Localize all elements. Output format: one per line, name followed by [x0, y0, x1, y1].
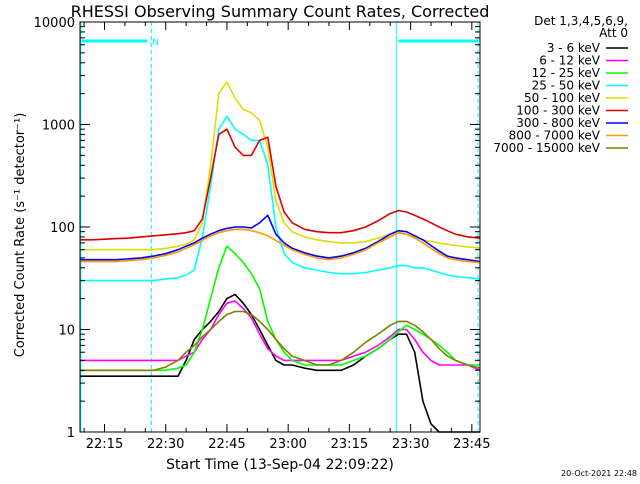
legend-label: 6 - 12 keV	[539, 54, 601, 68]
x-axis-label: Start Time (13-Sep-04 22:09:22)	[166, 457, 394, 473]
y-tick-label: 1000	[42, 119, 75, 134]
y-tick-label: 1	[67, 426, 75, 441]
series-line	[80, 310, 481, 372]
legend-label: 50 - 100 keV	[524, 91, 601, 105]
legend-header-line: Det 1,3,4,5,6,9,	[534, 14, 628, 28]
legend-label: 25 - 50 keV	[532, 79, 601, 93]
night-marker-label: N	[152, 38, 159, 48]
series-line	[80, 115, 481, 282]
series-line	[80, 228, 481, 264]
x-tick-label: 23:00	[269, 437, 306, 452]
legend-header-line: Att 0	[599, 26, 628, 40]
x-tick-label: 23:30	[392, 437, 429, 452]
legend-label: 100 - 300 keV	[516, 104, 600, 118]
y-tick-label: 10000	[34, 16, 75, 31]
series-line	[80, 245, 480, 372]
legend-label: 7000 - 15000 keV	[493, 141, 600, 155]
x-tick-label: 23:15	[331, 437, 368, 452]
x-tick-label: 23:45	[453, 437, 490, 452]
legend-label: 800 - 7000 keV	[509, 129, 601, 143]
x-tick-label: 22:30	[147, 437, 184, 452]
x-tick-label: 22:45	[208, 437, 245, 452]
y-tick-label: 10	[58, 324, 75, 339]
plot-area: N 1 10 100 1000 10000 22:15 22:30 22:45 23:00 23:1…	[34, 16, 628, 452]
x-tick-label: 22:15	[86, 437, 123, 452]
series-line	[80, 81, 481, 251]
series-line	[80, 293, 480, 433]
legend-label: 3 - 6 keV	[547, 41, 601, 55]
chart-title: RHESSI Observing Summary Count Rates, Co…	[71, 2, 490, 21]
series-line	[80, 214, 481, 263]
y-axis-label: Corrected Count Rate (s⁻¹ detector⁻¹)	[13, 113, 28, 358]
legend-label: 300 - 800 keV	[516, 116, 600, 130]
series-line	[80, 300, 481, 372]
footer-timestamp: 20-Oct-2021 22:48	[561, 469, 637, 478]
y-tick-label: 100	[50, 221, 75, 236]
legend-label: 12 - 25 keV	[532, 66, 601, 80]
series-line	[80, 128, 481, 241]
